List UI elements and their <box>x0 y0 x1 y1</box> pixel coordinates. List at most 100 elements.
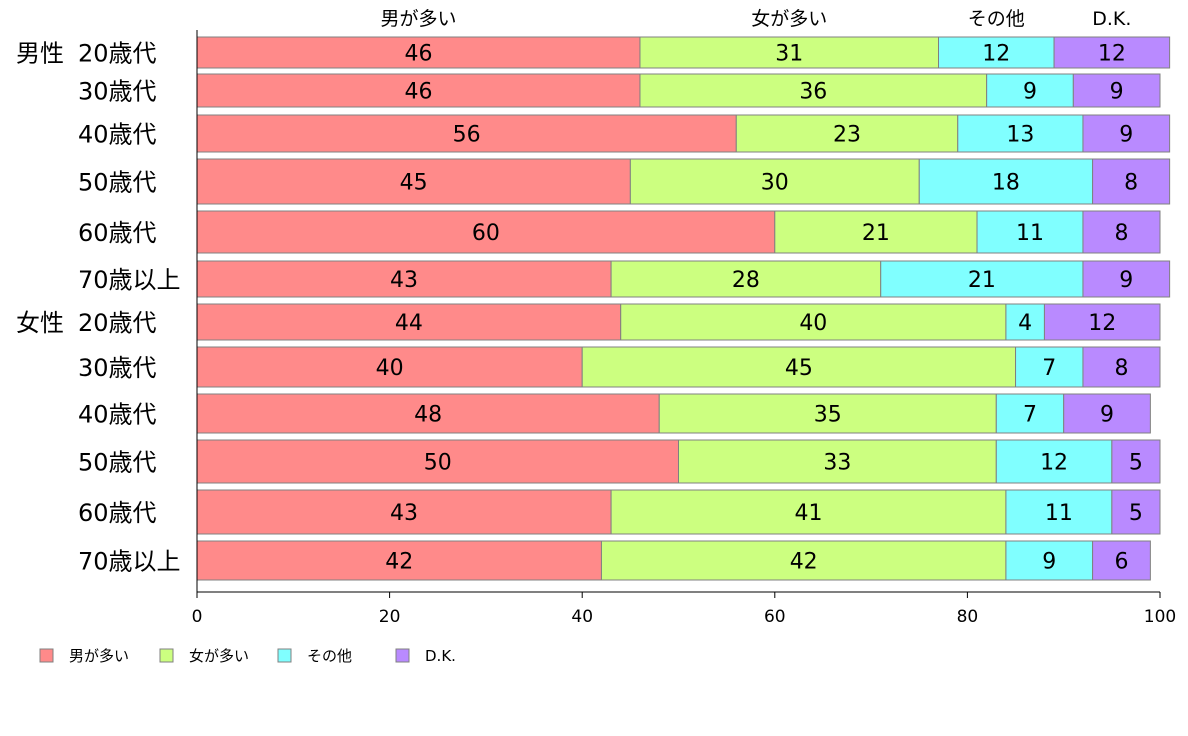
group-label: 女性 <box>16 309 64 337</box>
category-label: 40歳代 <box>78 121 157 149</box>
legend-item-2: 女が多い <box>159 647 249 665</box>
bar-segment-2 <box>629 158 920 205</box>
x-tick-label: 0 <box>192 607 203 627</box>
bar-segment-3 <box>976 210 1084 254</box>
bar-segment-1 <box>196 303 622 341</box>
bar-segment-3 <box>1005 489 1113 535</box>
data-label: 28 <box>732 268 760 293</box>
bar-segment-1 <box>196 73 641 108</box>
data-label: 12 <box>1088 311 1116 336</box>
data-label: 21 <box>862 221 890 246</box>
data-label: 43 <box>390 501 418 526</box>
data-label: 40 <box>376 356 404 381</box>
bar-row: 60 21 11 8 <box>196 210 1161 254</box>
data-label: 44 <box>395 311 423 336</box>
bar-segment-4 <box>1111 489 1161 535</box>
bar-row: 50 33 12 5 <box>196 439 1161 484</box>
bar-segment-2 <box>735 114 959 153</box>
data-label: 9 <box>1100 403 1114 428</box>
data-label: 9 <box>1110 80 1124 105</box>
data-label: 33 <box>823 451 851 476</box>
series-header-label: 女が多い <box>751 8 827 30</box>
data-label: 41 <box>795 501 823 526</box>
data-label: 35 <box>814 403 842 428</box>
bar-row: 46 31 12 12 <box>196 36 1171 69</box>
bar-segment-3 <box>1015 346 1084 388</box>
category-label: 20歳代 <box>78 309 157 337</box>
data-label: 12 <box>1098 42 1126 67</box>
data-label: 42 <box>385 550 413 575</box>
bar-segment-2 <box>774 210 978 254</box>
category-label: 70歳以上 <box>78 548 181 576</box>
bar-segment-1 <box>196 260 612 298</box>
data-label: 9 <box>1119 123 1133 148</box>
category-labels: 20歳代 30歳代 40歳代 50歳代 60歳代 70歳以上 20歳代 30歳代 40歳代 50歳… <box>16 40 181 576</box>
bar-row: 44 40 4 12 <box>196 303 1161 341</box>
data-label: 60 <box>472 221 500 246</box>
data-label: 12 <box>1040 451 1068 476</box>
x-tick-label: 80 <box>957 607 979 627</box>
data-label: 6 <box>1114 550 1128 575</box>
bar-segment-3 <box>1005 303 1045 341</box>
data-label: 31 <box>775 42 803 67</box>
bar-segment-2 <box>658 393 997 434</box>
bar-segment-4 <box>1092 540 1151 581</box>
bar-segment-2 <box>678 439 997 484</box>
bar-segment-2 <box>639 73 988 108</box>
group-label: 男性 <box>16 40 64 68</box>
legend-item-4: D.K. <box>395 647 456 665</box>
bar-segment-1 <box>196 36 641 69</box>
data-label: 18 <box>992 171 1020 196</box>
bar-segment-1 <box>196 489 612 535</box>
bar-row: 46 36 9 9 <box>196 73 1161 108</box>
bar-segment-1 <box>196 346 583 388</box>
bar-row: 40 45 7 8 <box>196 346 1161 388</box>
bar-row: 56 23 13 9 <box>196 114 1171 153</box>
data-label: 8 <box>1114 221 1128 246</box>
data-label: 8 <box>1114 356 1128 381</box>
data-label: 11 <box>1045 501 1073 526</box>
bar-row: 42 42 9 6 <box>196 540 1151 581</box>
legend-label: 女が多い <box>189 647 249 665</box>
data-label: 9 <box>1042 550 1056 575</box>
data-label: 7 <box>1042 356 1056 381</box>
category-label: 20歳代 <box>78 40 157 68</box>
x-axis: 0 20 40 60 80 100 <box>192 30 1176 627</box>
legend: 男が多い 女が多い その他 D.K. <box>39 647 456 665</box>
data-label: 56 <box>453 123 481 148</box>
bar-segment-4 <box>1053 36 1171 69</box>
bar-segment-2 <box>600 540 1007 581</box>
legend-swatch <box>277 648 292 663</box>
bar-segment-4 <box>1082 346 1161 388</box>
legend-label: D.K. <box>425 647 456 665</box>
bar-segment-2 <box>639 36 940 69</box>
legend-swatch <box>39 648 54 663</box>
data-label: 43 <box>390 268 418 293</box>
category-label: 70歳以上 <box>78 266 181 294</box>
data-label: 9 <box>1023 80 1037 105</box>
data-label: 36 <box>799 80 827 105</box>
data-label: 5 <box>1129 501 1143 526</box>
legend-swatch <box>159 648 174 663</box>
legend-swatch <box>395 648 410 663</box>
data-label: 46 <box>404 80 432 105</box>
category-label: 50歳代 <box>78 449 157 477</box>
data-label: 45 <box>785 356 813 381</box>
legend-label: 男が多い <box>69 647 129 665</box>
data-label: 23 <box>833 123 861 148</box>
bar-segment-4 <box>1072 73 1161 108</box>
bar-segment-4 <box>1082 114 1171 153</box>
data-label: 11 <box>1016 221 1044 246</box>
bar-segment-3 <box>1005 540 1094 581</box>
bar-segment-4 <box>1082 260 1171 298</box>
category-label: 30歳代 <box>78 78 157 106</box>
bar-segment-2 <box>610 260 882 298</box>
bar-segment-1 <box>196 158 631 205</box>
category-label: 60歳代 <box>78 499 157 527</box>
category-label: 40歳代 <box>78 401 157 429</box>
data-label: 7 <box>1023 403 1037 428</box>
data-label: 48 <box>414 403 442 428</box>
category-label: 30歳代 <box>78 354 157 382</box>
bar-row: 43 28 21 9 <box>196 260 1171 298</box>
